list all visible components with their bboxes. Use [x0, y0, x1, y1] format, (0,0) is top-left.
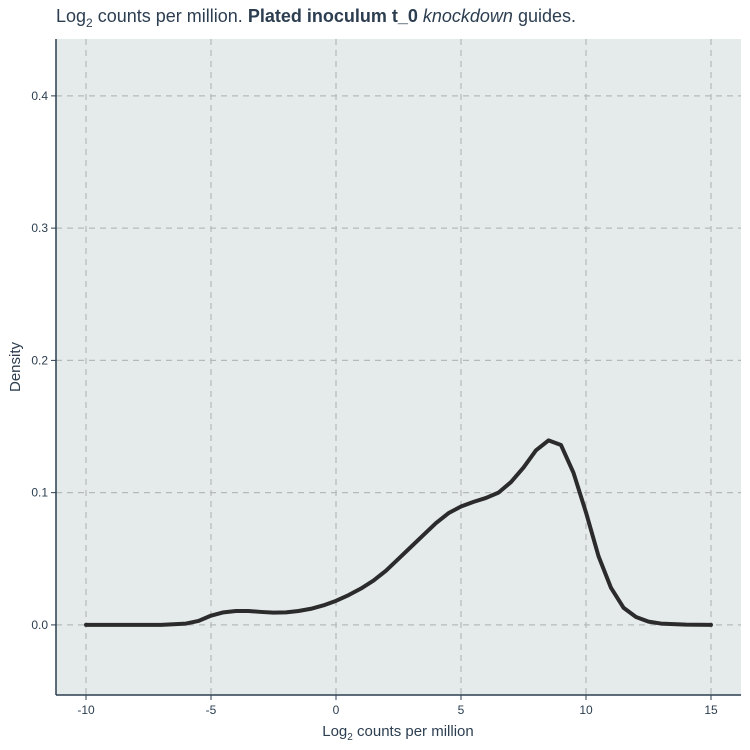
x-axis-label-subscript: 2	[347, 732, 353, 743]
chart-title-italic: knockdown	[423, 6, 513, 26]
x-axis-label-post: counts per million	[353, 723, 474, 740]
y-tick-label: 0.2	[31, 353, 48, 367]
x-ticks: -10 -5 0 5 10 15	[77, 695, 718, 717]
x-tick-label: 15	[704, 703, 718, 717]
y-tick-label: 0.0	[31, 618, 48, 632]
x-tick-label: 5	[458, 703, 465, 717]
y-tick-label: 0.3	[31, 221, 48, 235]
chart-title: Log2 counts per million. Plated inoculum…	[56, 6, 576, 30]
chart-title-part3: guides.	[513, 6, 576, 26]
x-tick-label: -10	[77, 703, 95, 717]
x-tick-label: 10	[579, 703, 593, 717]
chart-title-subscript: 2	[86, 16, 93, 30]
plot-panel	[56, 39, 741, 695]
x-axis-label-pre: Log	[322, 723, 347, 740]
y-ticks: 0.0 0.1 0.2 0.3 0.4	[31, 89, 56, 632]
y-axis-label: Density	[7, 341, 24, 392]
y-tick-label: 0.4	[31, 89, 48, 103]
x-axis-label: Log2 counts per million	[322, 723, 473, 743]
x-tick-label: 0	[333, 703, 340, 717]
chart-title-prefix: Log	[56, 6, 86, 26]
x-tick-label: -5	[206, 703, 217, 717]
density-curve	[84, 438, 713, 627]
chart-title-part1: counts per million.	[93, 6, 248, 26]
y-tick-label: 0.1	[31, 486, 48, 500]
chart-title-bold: Plated inoculum t_0	[248, 6, 418, 26]
